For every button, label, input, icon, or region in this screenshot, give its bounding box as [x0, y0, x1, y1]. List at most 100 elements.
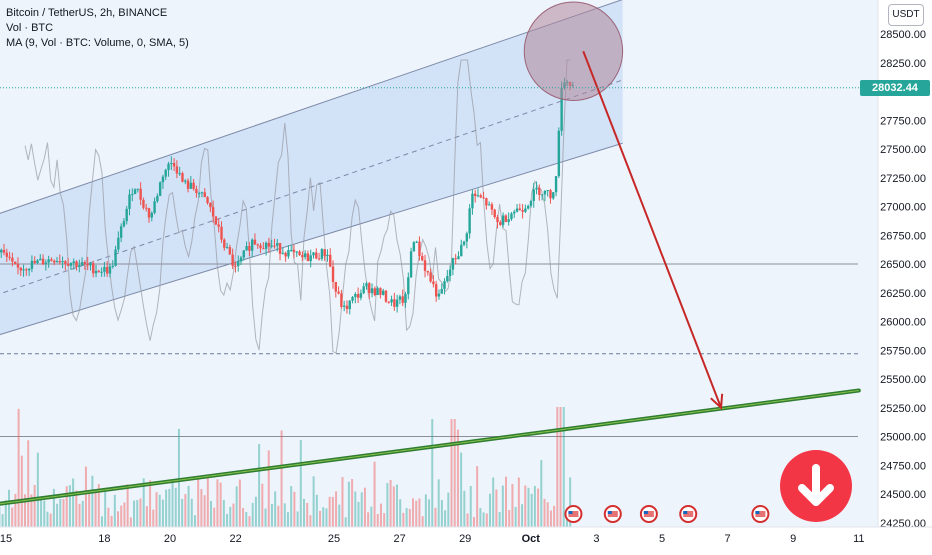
volume-bar — [146, 506, 148, 527]
volume-bar — [191, 499, 193, 527]
candle — [438, 294, 440, 297]
candle — [142, 200, 144, 208]
volume-bar — [300, 440, 302, 527]
volume-bar — [172, 480, 174, 527]
volume-bar — [544, 499, 546, 527]
time-tick-label: 3 — [593, 533, 599, 545]
flag-us-canton — [568, 511, 572, 514]
candle — [421, 256, 423, 260]
volume-bar — [383, 513, 385, 527]
volume-bar — [197, 476, 199, 527]
volume-bar — [188, 486, 190, 527]
volume-bar — [377, 514, 379, 527]
candle — [360, 293, 362, 298]
candle — [460, 245, 462, 256]
volume-bar — [390, 480, 392, 527]
candle — [441, 289, 443, 294]
volume-bar — [21, 456, 23, 527]
candle — [284, 253, 286, 257]
candle — [98, 271, 100, 272]
candle — [519, 209, 521, 210]
volume-bar — [483, 512, 485, 527]
volume-bar — [460, 453, 462, 527]
candle — [477, 195, 479, 196]
candle — [463, 242, 465, 245]
volume-bar — [101, 516, 103, 527]
volume-bar — [210, 501, 212, 527]
candle — [117, 238, 119, 250]
candle — [73, 261, 75, 263]
volume-bar — [511, 484, 513, 527]
candle — [262, 248, 264, 249]
candle — [474, 194, 476, 196]
volume-bar — [229, 507, 231, 527]
time-tick-label: 25 — [328, 533, 340, 545]
candle — [396, 300, 398, 307]
candle — [385, 291, 387, 302]
volume-bar — [91, 476, 93, 527]
candle — [510, 213, 512, 219]
volume-bar — [476, 466, 478, 527]
candle — [218, 224, 220, 226]
signal-down-button[interactable] — [780, 450, 852, 522]
candle — [59, 261, 61, 262]
volume-bar — [428, 499, 430, 527]
candle — [293, 250, 295, 252]
candle — [178, 173, 180, 174]
volume-bar — [139, 498, 141, 527]
candle — [516, 209, 518, 212]
candle — [480, 195, 482, 197]
volume-bar — [367, 512, 369, 527]
volume-bar — [293, 492, 295, 527]
candle — [50, 259, 52, 260]
volume-bar — [200, 489, 202, 527]
volume-bar — [168, 489, 170, 527]
volume-bar — [354, 492, 356, 527]
volume-bar — [534, 486, 536, 527]
volume-bar — [531, 494, 533, 527]
volume-bar — [319, 511, 321, 527]
candle — [337, 292, 339, 294]
candle — [499, 222, 501, 225]
candle — [485, 198, 487, 205]
time-tick-label: 27 — [393, 533, 405, 545]
candle — [220, 227, 222, 240]
time-tick-label: 20 — [164, 533, 176, 545]
time-tick-label: 11 — [853, 533, 864, 545]
volume-bar — [79, 504, 81, 527]
candle — [446, 276, 448, 281]
volume-bar — [248, 516, 250, 527]
candle — [273, 246, 275, 247]
volume-bar — [306, 503, 308, 527]
candle — [410, 251, 412, 277]
candle — [268, 243, 270, 247]
candle — [365, 283, 367, 286]
volume-bar — [332, 497, 334, 527]
candle — [123, 221, 125, 226]
flag-us-canton — [683, 511, 687, 514]
volume-bar — [537, 489, 539, 527]
volume-bar — [107, 508, 109, 527]
volume-bar — [72, 478, 74, 527]
candle — [28, 269, 30, 270]
candle — [6, 253, 8, 257]
volume-bar — [181, 499, 183, 527]
volume-bar — [374, 462, 376, 527]
candle — [340, 293, 342, 306]
candle — [92, 263, 94, 273]
time-tick-label: Oct — [522, 533, 541, 545]
price-tick-label: 26750.00 — [880, 230, 926, 242]
volume-bar — [82, 501, 84, 527]
volume-bar — [467, 513, 469, 527]
volume-bar — [236, 486, 238, 527]
candle — [390, 299, 392, 302]
price-tick-label: 26500.00 — [880, 259, 926, 271]
symbol-title: Bitcoin / TetherUS, 2h, BINANCE — [6, 6, 189, 21]
volume-bar — [499, 512, 501, 527]
arrow-down-circle-icon — [780, 450, 852, 522]
price-tick-label: 25250.00 — [880, 403, 926, 415]
currency-selector[interactable]: USDT — [888, 4, 924, 26]
chart-legend: Bitcoin / TetherUS, 2h, BINANCE Vol · BT… — [6, 6, 189, 51]
candle — [457, 256, 459, 259]
candle — [298, 252, 300, 255]
